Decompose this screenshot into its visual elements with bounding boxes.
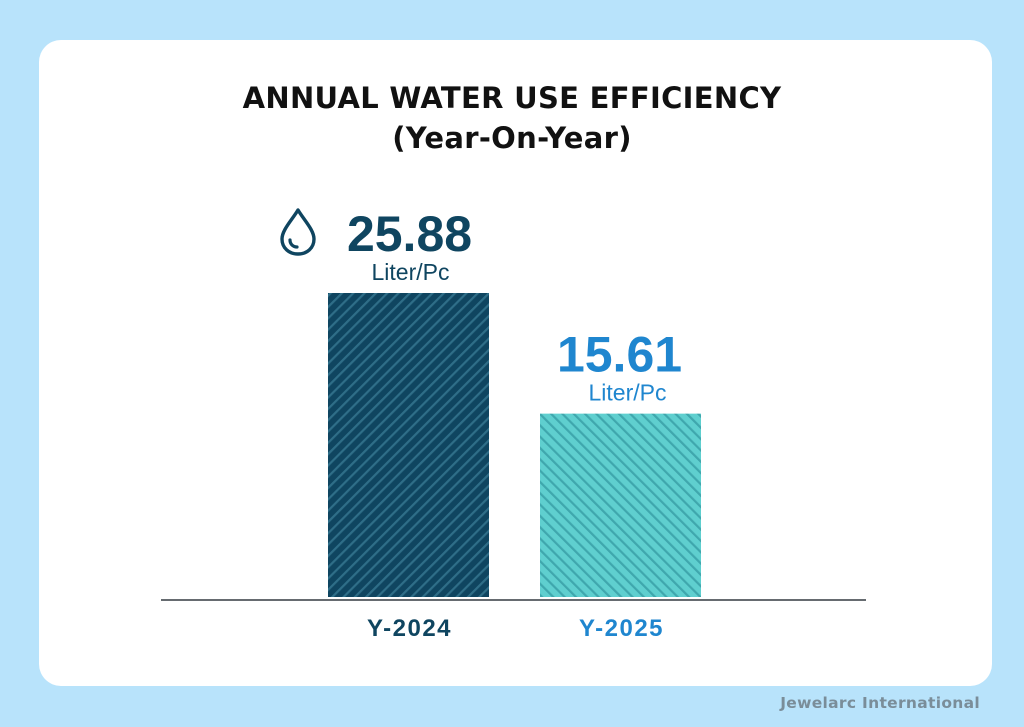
water-drop-icon — [280, 208, 316, 256]
category-label: Y-2025 — [579, 615, 664, 642]
bar-y-2025 — [540, 413, 701, 597]
bar-y-2024 — [328, 293, 489, 597]
category-label: Y-2024 — [367, 615, 452, 642]
unit-label: Liter/Pc — [372, 259, 450, 285]
chart-title: ANNUAL WATER USE EFFICIENCY — [242, 81, 782, 115]
value-label: 25.88 — [347, 206, 472, 262]
chart-subtitle: (Year-On-Year) — [392, 121, 632, 155]
value-label: 15.61 — [557, 327, 682, 383]
brand-footer: Jewelarc International — [780, 694, 980, 712]
chart-card — [39, 40, 992, 686]
unit-label: Liter/Pc — [589, 380, 667, 406]
